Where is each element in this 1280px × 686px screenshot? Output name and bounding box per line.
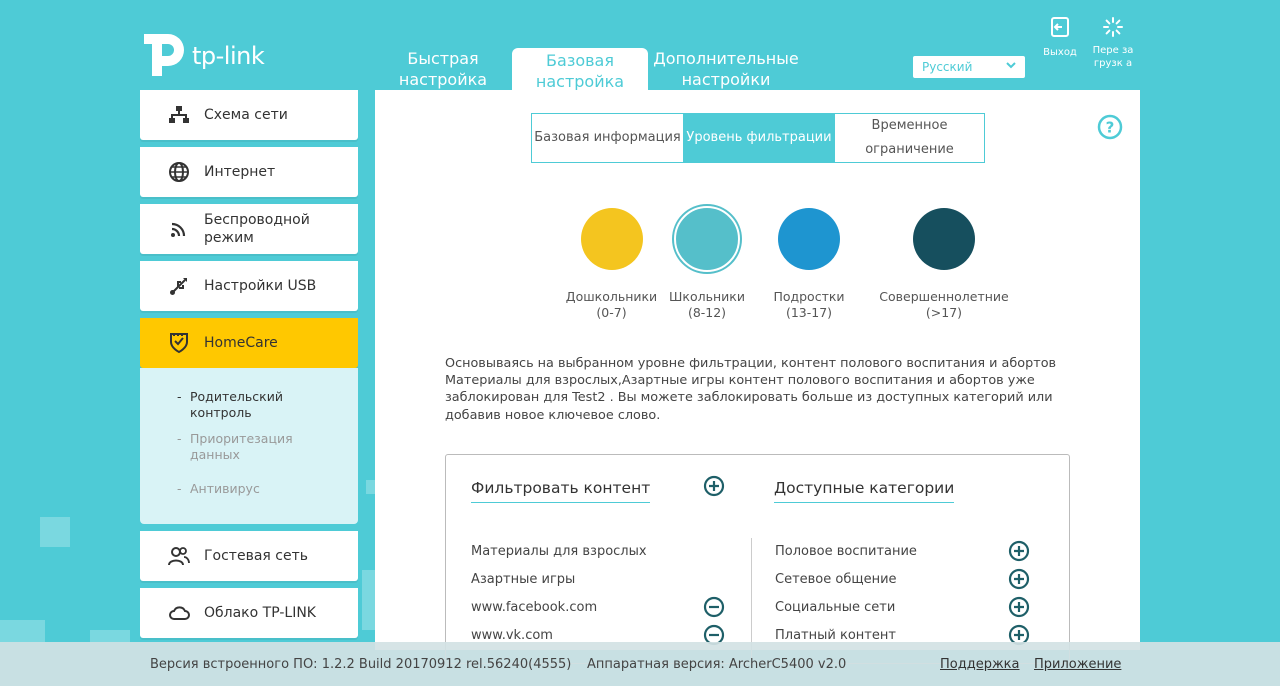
sidebar-item-label: Схема сети <box>204 107 288 123</box>
filtered-item: www.vk.com <box>471 628 553 643</box>
submenu-item-label: Антивирус <box>190 481 260 496</box>
level-adult[interactable]: Совершеннолетние (>17) <box>874 208 1014 321</box>
filtered-item: Азартные игры <box>471 572 576 587</box>
subtab-filter-level[interactable]: Уровень фильтрации <box>683 114 835 162</box>
chevron-down-icon <box>1006 62 1016 69</box>
main-panel: Базовая информация Уровень фильтрации Вр… <box>375 90 1140 664</box>
sidebar-item-homecare[interactable]: HomeCare <box>140 318 358 368</box>
filter-content-title: Фильтровать контент <box>471 479 651 503</box>
sidebar-item-guest-network[interactable]: Гостевая сеть <box>140 531 358 581</box>
add-category-icon[interactable] <box>1008 596 1030 618</box>
language-selected: Русский <box>922 60 973 74</box>
sidebar-item-usb[interactable]: Настройки USB <box>140 261 358 311</box>
level-teen[interactable]: Подростки (13-17) <box>769 208 849 321</box>
filter-content-box: Фильтровать контент Доступные категории … <box>445 454 1070 664</box>
network-map-icon <box>167 103 191 127</box>
footer: Версия встроенного ПО: 1.2.2 Build 20170… <box>0 642 1280 686</box>
add-filter-keyword-icon[interactable] <box>703 475 725 497</box>
level-preschool[interactable]: Дошкольники (0-7) <box>564 208 659 321</box>
subtab-basic-info[interactable]: Базовая информация <box>534 130 681 145</box>
tab-advanced-setup[interactable]: Дополнительные настройки <box>653 49 799 89</box>
level-school-circle <box>674 206 740 272</box>
cloud-icon <box>167 601 191 625</box>
globe-icon <box>167 160 191 184</box>
sidebar-item-label: HomeCare <box>204 335 278 351</box>
sidebar-item-internet[interactable]: Интернет <box>140 147 358 197</box>
level-school[interactable]: Школьники (8-12) <box>665 206 749 321</box>
guest-users-icon <box>167 544 191 568</box>
language-select[interactable]: Русский <box>912 55 1026 79</box>
subtab-bar: Базовая информация Уровень фильтрации Вр… <box>531 113 985 163</box>
logo-text: tp-link <box>192 42 265 70</box>
hardware-version: Аппаратная версия: ArcherC5400 v2.0 <box>587 657 847 672</box>
app-link[interactable]: Приложение <box>1034 657 1122 672</box>
available-category: Платный контент <box>775 628 896 643</box>
reboot-button[interactable]: Пере загрузк а <box>1090 16 1136 70</box>
level-name: Школьники <box>669 289 745 304</box>
filter-description: Основываясь на выбранном уровне фильтрац… <box>445 356 1057 423</box>
column-divider <box>751 538 752 658</box>
sidebar-item-network-map[interactable]: Схема сети <box>140 90 358 140</box>
sidebar-item-label: Беспроводной режим <box>204 212 310 246</box>
remove-facebook-icon[interactable] <box>703 596 725 618</box>
level-range: (>17) <box>925 305 963 320</box>
level-adult-circle <box>913 208 975 270</box>
level-name: Совершеннолетние <box>879 289 1009 304</box>
submenu-item-parental-control[interactable]: - Родительский контроль <box>177 389 283 420</box>
tab-basic-setup[interactable]: Базовая настройка <box>512 48 648 91</box>
svg-text:?: ? <box>1106 119 1115 137</box>
reboot-spinner-icon <box>1103 17 1123 37</box>
level-range: (8-12) <box>687 305 727 320</box>
available-category: Половое воспитание <box>775 544 917 559</box>
filtered-item: www.facebook.com <box>471 600 598 615</box>
add-category-icon[interactable] <box>1008 540 1030 562</box>
filtered-item: Материалы для взрослых <box>471 544 647 559</box>
available-categories-title: Доступные категории <box>774 479 955 503</box>
help-icon[interactable]: ? <box>1097 114 1123 140</box>
available-category: Сетевое общение <box>775 572 897 587</box>
logout-label: Выход <box>1043 47 1077 58</box>
homecare-shield-icon <box>167 331 191 355</box>
logout-button[interactable]: Выход <box>1040 16 1080 59</box>
sidebar-item-label: Гостевая сеть <box>204 548 308 564</box>
usb-icon <box>167 274 191 298</box>
logout-icon <box>1051 17 1069 37</box>
level-teen-circle <box>778 208 840 270</box>
reboot-label: Пере загрузк а <box>1092 45 1134 69</box>
level-range: (0-7) <box>596 305 627 320</box>
tab-quick-setup[interactable]: Быстрая настройка <box>398 49 488 89</box>
tp-link-logo-icon <box>144 34 184 76</box>
submenu-item-qos[interactable]: - Приоритезация данных <box>177 431 293 462</box>
level-range: (13-17) <box>785 305 833 320</box>
submenu-item-label: Родительский контроль <box>190 389 283 420</box>
level-name: Подростки <box>773 289 845 304</box>
sidebar-item-label: Настройки USB <box>204 278 317 294</box>
wireless-icon <box>167 217 191 241</box>
support-link[interactable]: Поддержка <box>940 657 1020 672</box>
level-name: Дошкольники <box>565 289 658 304</box>
subtab-time-limit[interactable]: Временное ограничение <box>865 118 954 157</box>
sidebar-item-label: Интернет <box>204 164 276 180</box>
add-category-icon[interactable] <box>1008 568 1030 590</box>
submenu-item-label: Приоритезация данных <box>190 431 293 462</box>
submenu-item-antivirus[interactable]: - Антивирус <box>177 481 260 496</box>
available-category: Социальные сети <box>775 600 896 615</box>
sidebar-item-wireless[interactable]: Беспроводной режим <box>140 204 358 254</box>
tp-link-logo: tp-link <box>140 30 280 80</box>
homecare-submenu: - Родительский контроль - Приоритезация да… <box>140 368 358 524</box>
sidebar-item-label: Облако TP-LINK <box>204 605 316 621</box>
level-preschool-circle <box>580 208 643 270</box>
sidebar-item-cloud[interactable]: Облако TP-LINK <box>140 588 358 638</box>
firmware-version: Версия встроенного ПО: 1.2.2 Build 20170… <box>150 657 572 672</box>
